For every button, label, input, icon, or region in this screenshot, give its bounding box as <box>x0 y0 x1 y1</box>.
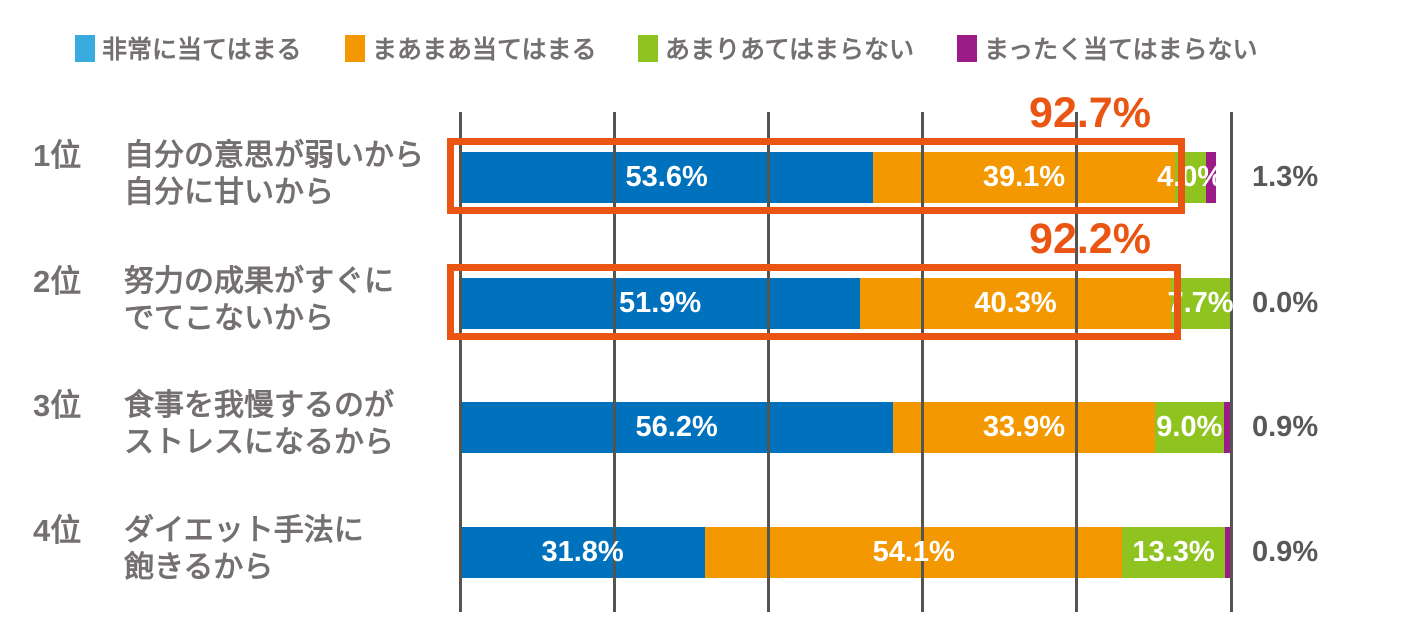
segment-value-label: 4.0% <box>1157 161 1224 193</box>
highlight-box <box>447 264 1181 340</box>
segment-value-label: 33.9% <box>982 411 1066 443</box>
row-rank-3: 3位 <box>33 388 82 423</box>
legend-label-not-at-all-apply: まったく当てはまらない <box>984 36 1258 64</box>
segment-value-label: 31.8% <box>541 536 624 568</box>
legend-swatch-not-really-apply <box>638 34 658 62</box>
bar-segment-somewhat-applies <box>705 527 1123 578</box>
row-category-label: ダイエット手法に 飽きるから <box>124 514 364 584</box>
bar-segment-not-really-apply <box>1154 402 1225 453</box>
gridline-60pct <box>921 112 925 612</box>
highlight-box <box>447 138 1185 214</box>
gridline-40pct <box>766 112 770 612</box>
row-category-label: 努力の成果がすぐに でてこないから <box>124 265 394 335</box>
bar-segment-somewhat-applies <box>893 402 1155 453</box>
legend-item-somewhat-applies: まあまあ当てはまる <box>345 30 597 66</box>
segment-value-label: 39.1% <box>982 161 1066 193</box>
legend-item-strongly-applies: 非常に当てはまる <box>75 30 302 66</box>
segment-value-label: 40.3% <box>974 287 1057 319</box>
outside-value-label: 0.9% <box>1252 411 1319 443</box>
segment-value-label: 56.2% <box>635 411 718 443</box>
bar-segment-strongly-applies <box>460 152 874 203</box>
segment-value-label: 53.6% <box>625 161 708 193</box>
segment-value-label: 13.3% <box>1132 536 1215 568</box>
outside-value-label: 0.9% <box>1252 536 1319 568</box>
gridline-100pct <box>1229 112 1233 612</box>
legend-swatch-somewhat-applies <box>345 34 365 62</box>
bar-segment-somewhat-applies <box>860 278 1171 329</box>
highlight-total-label: 92.2% <box>1029 215 1151 263</box>
legend-swatch-strongly-applies <box>75 34 95 62</box>
legend-label-not-really-apply: あまりあてはまらない <box>665 36 915 64</box>
legend-swatch-not-at-all-apply <box>957 34 977 62</box>
row-rank-1: 1位 <box>33 138 82 173</box>
row-category-label: 食事を我慢するのが ストレスになるから <box>124 389 394 459</box>
bar-segment-not-at-all-apply <box>1224 402 1231 453</box>
bar-segment-strongly-applies <box>460 402 894 453</box>
bar-segment-not-really-apply <box>1122 527 1225 578</box>
segment-value-label: 54.1% <box>872 536 955 568</box>
gridline-0pct <box>458 112 462 612</box>
row-category-label: 自分の意思が弱いから 自分に甘いから <box>124 139 424 209</box>
bar-segment-strongly-applies <box>460 278 861 329</box>
outside-value-label: 1.3% <box>1252 161 1319 193</box>
legend-item-not-at-all-apply: まったく当てはまらない <box>957 30 1258 66</box>
legend-label-strongly-applies: 非常に当てはまる <box>102 36 302 64</box>
legend-label-somewhat-applies: まあまあ当てはまる <box>372 36 597 64</box>
row-rank-4: 4位 <box>33 513 82 548</box>
bar-segment-not-at-all-apply <box>1205 152 1216 203</box>
bar-segment-strongly-applies <box>460 527 706 578</box>
segment-value-label: 51.9% <box>618 287 702 319</box>
highlight-total-label: 92.7% <box>1029 89 1151 137</box>
legend-item-not-really-apply: あまりあてはまらない <box>638 30 914 66</box>
gridline-20pct <box>612 112 616 612</box>
row-rank-2: 2位 <box>33 264 82 299</box>
bar-segment-not-at-all-apply <box>1224 527 1232 578</box>
segment-value-label: 9.0% <box>1156 411 1223 443</box>
gridline-80pct <box>1075 112 1079 612</box>
outside-value-label: 0.0% <box>1252 287 1319 319</box>
